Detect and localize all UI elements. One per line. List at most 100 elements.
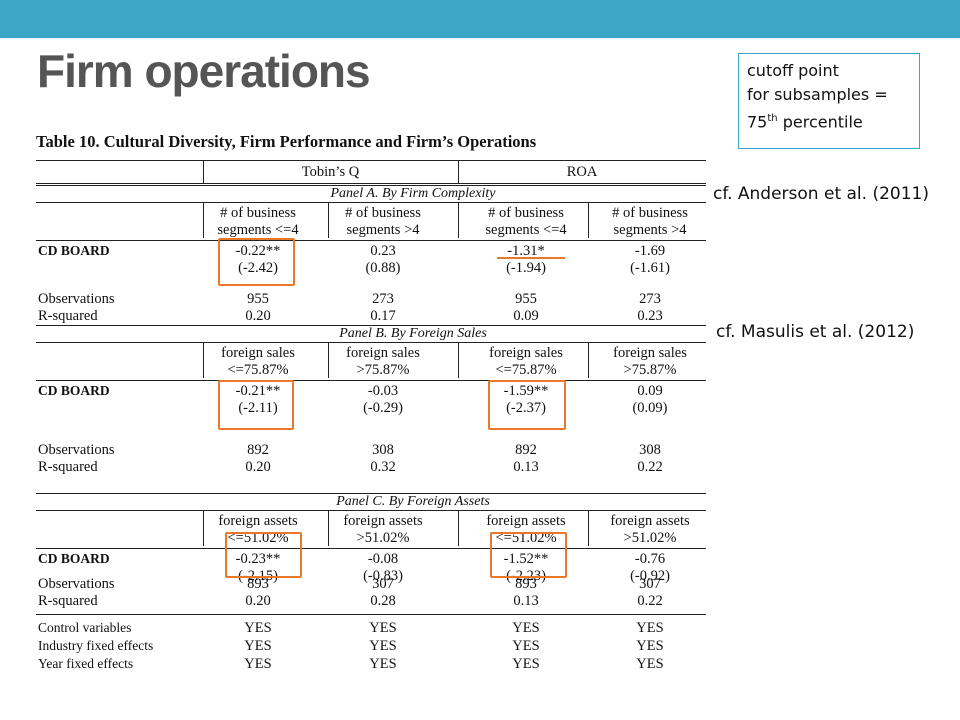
top-accent-bar [0, 0, 960, 38]
row-label-r-squared: R-squared [38, 459, 98, 475]
table-column-rule [328, 510, 329, 546]
note-line-1: cutoff point [747, 61, 839, 80]
column-header-line2: segments <=4 [217, 222, 299, 238]
highlight-box-panel-c-roa [490, 532, 567, 578]
column-header-line1: foreign assets [486, 513, 566, 529]
highlight-box-panel-a-tobins-q [218, 238, 295, 286]
row-label-cd-board: CD BOARD [38, 383, 110, 398]
column-header-line2: <=51.02% [227, 530, 289, 546]
r-squared-cell: 0.22 [637, 593, 663, 609]
underline-panel-a-roa [497, 257, 565, 259]
coef-cell: -1.59** [503, 383, 549, 399]
table-column-rule [588, 342, 589, 378]
control-yes-cell: YES [244, 638, 272, 654]
r-squared-cell: 0.20 [245, 593, 271, 609]
column-header-line2: segments <=4 [485, 222, 567, 238]
r-squared-cell: 0.13 [513, 459, 539, 475]
table-rule [36, 493, 706, 494]
coef-cell: -0.03 [367, 383, 399, 399]
table-rule [36, 380, 706, 381]
table-rule [36, 548, 706, 549]
highlight-box-panel-b-roa [488, 380, 566, 430]
observations-cell: 308 [639, 442, 661, 458]
column-header-line2: <=51.02% [495, 530, 557, 546]
observations-cell: 308 [372, 442, 394, 458]
table-column-rule [588, 202, 589, 238]
observations-cell: 955 [515, 291, 537, 307]
control-yes-cell: YES [244, 620, 272, 636]
r-squared-cell: 0.13 [513, 593, 539, 609]
row-label-r-squared: R-squared [38, 593, 98, 609]
table-title: Table 10. Cultural Diversity, Firm Perfo… [36, 132, 537, 151]
column-header-line2: >51.02% [623, 530, 677, 546]
table-column-rule [203, 202, 204, 238]
table-rule [36, 185, 706, 186]
row-label-cd-board: CD BOARD [38, 551, 110, 566]
tstat-cell: (-1.94) [506, 260, 546, 276]
observations-cell: 273 [639, 291, 661, 307]
slide-title: Firm operations [37, 45, 371, 97]
observations-cell: 307 [639, 576, 661, 592]
citation-masulis: cf. Masulis et al. (2012) [716, 322, 915, 342]
table-rule [36, 325, 706, 326]
observations-cell: 893 [247, 576, 269, 592]
tstat-cell: (-2.11) [238, 400, 278, 416]
column-header-line1: foreign sales [346, 345, 420, 361]
tstat-cell: (-1.61) [630, 260, 670, 276]
row-label-observations: Observations [38, 291, 115, 307]
column-header-line2: >51.02% [356, 530, 410, 546]
table-column-rule [458, 510, 459, 546]
table-column-rule [203, 342, 204, 378]
tstat-cell: (-2.37) [506, 400, 546, 416]
column-header-line2: <=75.87% [227, 362, 289, 378]
coef-cell: -0.22** [235, 243, 281, 259]
tstat-cell: (-0.83) [363, 568, 403, 584]
control-yes-cell: YES [369, 620, 397, 636]
table-rule [36, 614, 706, 615]
table-rule [36, 510, 706, 511]
table-column-rule [458, 342, 459, 378]
control-yes-cell: YES [244, 656, 272, 672]
column-header-line2: >75.87% [623, 362, 677, 378]
column-header-line1: foreign assets [610, 513, 690, 529]
r-squared-cell: 0.09 [513, 308, 539, 324]
row-label-control: Control variables [38, 620, 132, 635]
column-header-line2: >75.87% [356, 362, 410, 378]
r-squared-cell: 0.23 [637, 308, 663, 324]
table-column-rule [328, 342, 329, 378]
column-header-line1: # of business [345, 205, 421, 221]
control-yes-cell: YES [512, 656, 540, 672]
control-yes-cell: YES [512, 620, 540, 636]
dep-var-roa: ROA [566, 164, 598, 180]
coef-cell: 0.23 [370, 243, 396, 259]
column-header-line1: foreign sales [613, 345, 687, 361]
column-header-line1: foreign assets [218, 513, 298, 529]
column-header-line1: # of business [488, 205, 564, 221]
row-label-observations: Observations [38, 442, 115, 458]
table-rule [36, 202, 706, 203]
note-line-3: 75th percentile [747, 112, 863, 132]
table-rule [36, 183, 706, 184]
control-yes-cell: YES [636, 638, 664, 654]
table-column-rule [588, 510, 589, 546]
row-label-control: Year fixed effects [38, 656, 134, 671]
column-header-line2: <=75.87% [495, 362, 557, 378]
column-header-line1: foreign sales [221, 345, 295, 361]
panel-label: Panel B. By Foreign Sales [339, 326, 487, 341]
highlight-box-panel-c-tobins-q [225, 532, 302, 578]
tstat-cell: (-0.92) [630, 568, 670, 584]
row-label-cd-board: CD BOARD [38, 243, 110, 258]
row-label-r-squared: R-squared [38, 308, 98, 324]
row-label-control: Industry fixed effects [38, 638, 154, 653]
note-line-2: for subsamples = [747, 85, 888, 104]
table-column-rule [328, 202, 329, 238]
highlight-box-panel-b-tobins-q [218, 380, 294, 430]
observations-cell: 893 [515, 576, 537, 592]
observations-cell: 307 [372, 576, 394, 592]
column-header-line1: # of business [612, 205, 688, 221]
coef-cell: -0.08 [367, 551, 399, 567]
r-squared-cell: 0.17 [370, 308, 396, 324]
panel-label: Panel A. By Firm Complexity [330, 186, 496, 201]
tstat-cell: (-0.29) [363, 400, 403, 416]
tstat-cell: (0.09) [632, 400, 668, 416]
